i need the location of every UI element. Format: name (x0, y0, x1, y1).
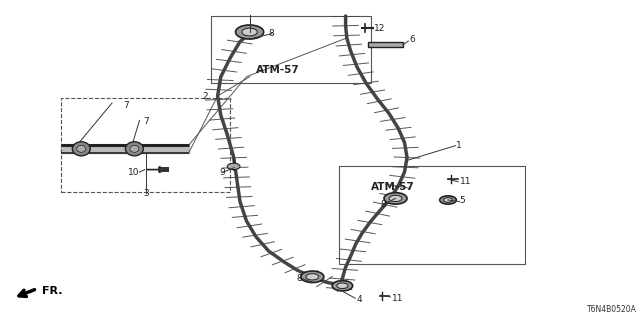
Text: 2: 2 (202, 92, 208, 101)
Bar (368, 42, 403, 47)
Text: T6N4B0520A: T6N4B0520A (587, 305, 637, 314)
Bar (158, 167, 169, 172)
Circle shape (440, 196, 456, 204)
Bar (211, 16, 371, 83)
Text: 4: 4 (356, 295, 362, 304)
Text: FR.: FR. (42, 285, 62, 296)
Text: 1: 1 (456, 141, 461, 150)
Ellipse shape (130, 145, 139, 152)
Text: 3: 3 (143, 189, 148, 198)
Text: 9: 9 (220, 168, 225, 177)
Circle shape (242, 28, 257, 36)
Text: 10: 10 (128, 168, 140, 177)
Bar (339, 166, 525, 264)
Bar (61, 98, 230, 192)
Text: 8: 8 (381, 200, 387, 209)
Text: 11: 11 (392, 294, 403, 303)
Circle shape (337, 283, 348, 289)
Text: 7: 7 (143, 117, 148, 126)
Text: 5: 5 (460, 196, 465, 205)
Text: ATM-57: ATM-57 (371, 182, 415, 192)
Ellipse shape (125, 142, 143, 156)
Circle shape (227, 163, 240, 170)
Circle shape (389, 195, 402, 202)
Circle shape (384, 193, 407, 204)
Text: 11: 11 (460, 177, 471, 186)
Text: 7: 7 (124, 101, 129, 110)
Circle shape (236, 25, 264, 39)
Circle shape (332, 281, 353, 291)
Text: 8: 8 (296, 274, 302, 283)
Text: 12: 12 (374, 24, 386, 33)
Text: 8: 8 (268, 29, 274, 38)
Circle shape (306, 274, 319, 280)
Text: 6: 6 (410, 36, 415, 44)
Circle shape (444, 198, 452, 202)
Ellipse shape (72, 142, 90, 156)
Ellipse shape (77, 145, 86, 152)
Circle shape (301, 271, 324, 283)
Text: ATM-57: ATM-57 (256, 65, 300, 76)
